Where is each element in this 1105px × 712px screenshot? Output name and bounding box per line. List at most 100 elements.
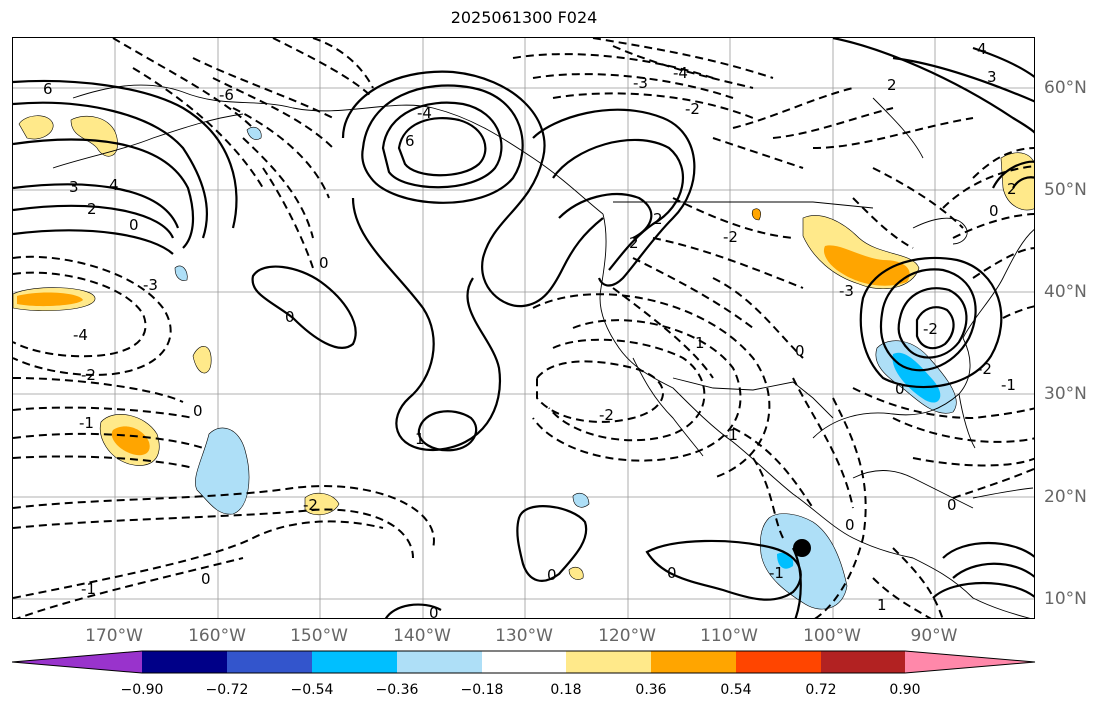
contour-label: 6 [43,80,53,98]
gulf-coast [812,337,971,439]
lon-label: 120°W [598,626,656,646]
contour-label: 0 [547,566,557,584]
solid-contours [13,38,1034,618]
map-title: 2025061300 F024 [450,8,598,27]
contour-label: -3 [633,74,648,92]
contour-label: -4 [73,326,88,344]
east-coast [962,229,1034,339]
contour-label: -2 [977,360,992,378]
colorbar-segment [312,651,397,673]
contour-label: -4 [417,104,432,122]
colorbar-segment [821,651,905,673]
contour-label: -3 [839,282,854,300]
colorbar-outline [11,650,1036,674]
colorbar-tick: 0.36 [635,682,667,698]
colorbar-segment [482,651,566,673]
land-outlines [52,84,1034,618]
contour-label: -2 [685,100,700,118]
lon-label: 100°W [803,626,861,646]
us-mexico-border [672,377,834,419]
contour-label: 0 [947,496,957,514]
lon-label: 110°W [700,626,758,646]
shade-neg-gulf-core [892,352,941,403]
shade-pos-aleutian-2 [70,115,118,157]
contour-label: 0 [795,342,805,360]
dashed-contours [13,38,1034,618]
caribbean-islands [972,487,1034,499]
contour-label: -2 [81,366,96,384]
shade-neg-hawaii [195,427,250,515]
contour-label: 0 [201,570,211,588]
contour-label: -6 [219,86,234,104]
shade-pos-small [751,208,761,221]
lon-label: 140°W [393,626,451,646]
contour-labels: 6 -4 3 -2 2 -4 6 4 0 -6 2 -3 3 4 2 0 2 1… [43,40,1017,619]
colorbar-tick: −0.36 [375,682,419,698]
contour-label: 2 [629,234,639,252]
colorbar-segment [227,651,312,673]
contour-label: -1 [1001,376,1016,394]
lon-label: 170°W [85,626,143,646]
lon-label: 90°W [910,626,958,646]
colorbar-segment [142,651,227,673]
colorbar-tick: 0.72 [805,682,837,698]
colorbar-tick: −0.54 [290,682,334,698]
florida [958,393,976,449]
alaska-coast [72,84,604,215]
shade-pos-west-3-core [111,426,150,456]
colorbar-tick: −0.18 [460,682,504,698]
contour-label: -4 [673,64,688,82]
colorbar-tick: −0.72 [205,682,249,698]
lon-label: 130°W [495,626,553,646]
contour-label: 0 [129,216,139,234]
contour-label: -3 [143,276,158,294]
lat-label: 60°N [1044,78,1087,98]
lat-label: 20°N [1044,487,1087,507]
west-coast [599,213,914,559]
aleutian-chain [52,113,244,169]
contour-label: 0 [285,308,295,326]
map-plot: 6 -4 3 -2 2 -4 6 4 0 -6 2 -3 3 4 2 0 2 1… [13,38,1034,619]
shade-pos-small-2 [568,566,584,580]
great-lakes [912,217,968,245]
baja [632,357,704,457]
contour-label: 1 [877,596,887,614]
shade-pos-aleutian-1 [18,115,54,140]
contour-label: -1 [769,564,784,582]
contour-label: 2 [887,76,897,94]
contour-label: -1 [723,426,738,444]
shade-neg-mexico-core [777,552,794,569]
shade-pos-west-1-core [17,292,83,307]
contour-label: 0 [989,202,999,220]
lon-label: 160°W [188,626,246,646]
contour-label: 4 [109,176,119,194]
contour-label: 3 [987,68,997,86]
contour-label: 1 [415,430,425,448]
lat-label: 40°N [1044,282,1087,302]
shade-neg-mexico [759,513,848,610]
contour-label: -1 [81,580,96,598]
colorbar-segment [397,651,482,673]
shade-pos-plains-core [823,245,910,286]
contour-label: 0 [667,564,677,582]
contour-label: 2 [1007,180,1017,198]
yucatan [852,470,974,509]
contour-label: 2 [653,210,663,228]
contour-label: -2 [923,320,938,338]
shade-neg-small-1 [572,492,590,508]
colorbar [11,650,1036,678]
contour-label: -2 [723,228,738,246]
lat-label: 30°N [1044,384,1087,404]
contour-label: -2 [599,406,614,424]
contour-label: -2 [303,496,318,514]
map-panel: 6 -4 3 -2 2 -4 6 4 0 -6 2 -3 3 4 2 0 2 1… [12,37,1035,619]
colorbar-segment [736,651,821,673]
contour-label: 0 [429,604,439,619]
contour-label: 0 [319,254,329,272]
contour-label: 4 [977,40,987,58]
contour-label: 1 [695,334,705,352]
central-america [912,557,1031,618]
colorbar-tick: −0.90 [120,682,164,698]
contour-label: 0 [193,402,203,420]
colorbar-tick: 0.54 [720,682,752,698]
